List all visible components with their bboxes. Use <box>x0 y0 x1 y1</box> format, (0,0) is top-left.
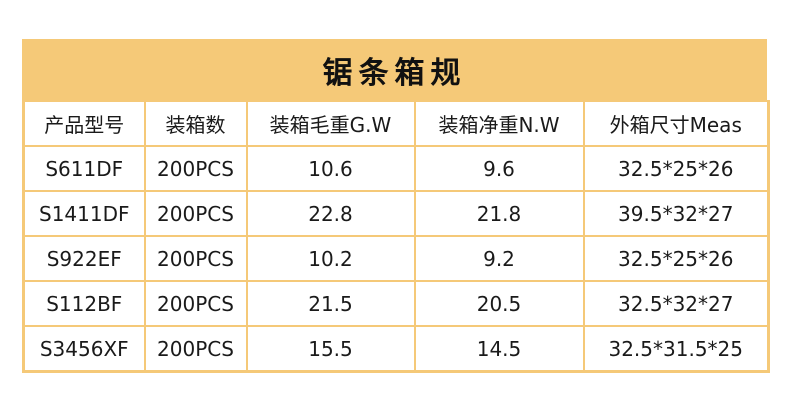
table-row: S1411DF 200PCS 22.8 21.8 39.5*32*27 <box>22 190 770 237</box>
cell-net-weight: 20.5 <box>413 280 585 327</box>
cell-measurement: 32.5*25*26 <box>582 235 770 282</box>
table-row: S3456XF 200PCS 15.5 14.5 32.5*31.5*25 <box>22 325 770 373</box>
packing-spec-table: 产品型号 装箱数 装箱毛重G.W 装箱净重N.W 外箱尺寸Meas S611DF… <box>22 100 770 373</box>
table-row: S112BF 200PCS 21.5 20.5 32.5*32*27 <box>22 280 770 327</box>
cell-gross-weight: 10.2 <box>245 235 416 282</box>
table-row: S611DF 200PCS 10.6 9.6 32.5*25*26 <box>22 145 770 192</box>
cell-measurement: 32.5*32*27 <box>582 280 770 327</box>
header-model: 产品型号 <box>22 100 146 147</box>
cell-model: S3456XF <box>22 325 146 373</box>
cell-gross-weight: 22.8 <box>245 190 416 237</box>
header-net-weight: 装箱净重N.W <box>413 100 585 147</box>
cell-qty: 200PCS <box>143 280 248 327</box>
cell-qty: 200PCS <box>143 235 248 282</box>
cell-net-weight: 21.8 <box>413 190 585 237</box>
cell-model: S611DF <box>22 145 146 192</box>
cell-qty: 200PCS <box>143 145 248 192</box>
cell-measurement: 32.5*25*26 <box>582 145 770 192</box>
cell-model: S1411DF <box>22 190 146 237</box>
title-band: 锯条箱规 <box>22 39 767 100</box>
header-qty: 装箱数 <box>143 100 248 147</box>
cell-model: S922EF <box>22 235 146 282</box>
page-title: 锯条箱规 <box>322 55 467 91</box>
cell-net-weight: 14.5 <box>413 325 585 373</box>
cell-gross-weight: 21.5 <box>245 280 416 327</box>
cell-model: S112BF <box>22 280 146 327</box>
cell-measurement: 39.5*32*27 <box>582 190 770 237</box>
header-row: 产品型号 装箱数 装箱毛重G.W 装箱净重N.W 外箱尺寸Meas <box>22 100 770 147</box>
cell-gross-weight: 10.6 <box>245 145 416 192</box>
cell-net-weight: 9.6 <box>413 145 585 192</box>
header-measurement: 外箱尺寸Meas <box>582 100 770 147</box>
cell-gross-weight: 15.5 <box>245 325 416 373</box>
cell-qty: 200PCS <box>143 190 248 237</box>
header-gross-weight: 装箱毛重G.W <box>245 100 416 147</box>
cell-net-weight: 9.2 <box>413 235 585 282</box>
packing-spec-sheet: 锯条箱规 产品型号 装箱数 装箱毛重G.W 装箱净重N.W 外箱尺寸Meas S… <box>22 39 770 373</box>
cell-qty: 200PCS <box>143 325 248 373</box>
cell-measurement: 32.5*31.5*25 <box>582 325 770 373</box>
table-row: S922EF 200PCS 10.2 9.2 32.5*25*26 <box>22 235 770 282</box>
